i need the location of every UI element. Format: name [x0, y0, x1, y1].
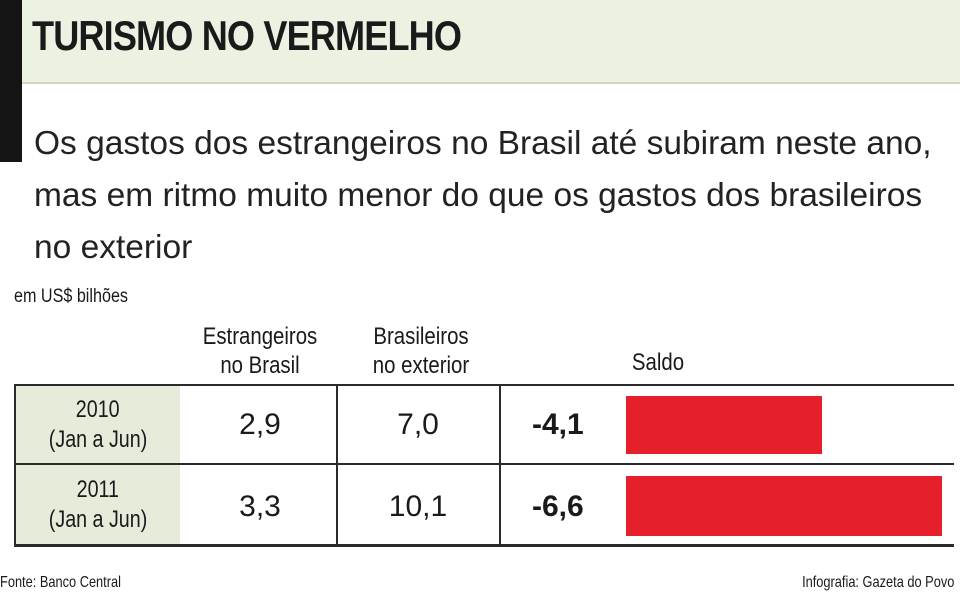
row-label-2011: 2011 (Jan a Jun) [16, 465, 180, 544]
column-header-line: Estrangeiros [202, 323, 318, 350]
page-title: TURISMO NO VERMELHO [32, 12, 462, 59]
row-year: 2011 [76, 475, 120, 503]
row-period: (Jan a Jun) [48, 505, 148, 533]
table-left-rule [14, 384, 16, 547]
table-bottom-rule [14, 544, 954, 547]
row-divider [14, 463, 954, 465]
saldo-value-2011: -6,6 [532, 490, 584, 523]
cell-brasileiros-2011: 10,1 [388, 490, 448, 523]
column-header-brasileiros: Brasileiros no exterior [357, 322, 485, 380]
cell-brasileiros-2010: 7,0 [397, 408, 439, 441]
header-band [0, 0, 960, 84]
column-header-estrangeiros: Estrangeiros no Brasil [196, 322, 324, 380]
cell-estrangeiros-2010: 2,9 [239, 408, 281, 441]
saldo-bar-2010 [626, 396, 823, 454]
credit-note: Infografia: Gazeta do Povo [801, 574, 954, 591]
cell-estrangeiros-2011: 3,3 [239, 490, 281, 523]
row-label-2010: 2010 (Jan a Jun) [16, 386, 180, 463]
row-year: 2010 [76, 395, 120, 423]
row-period: (Jan a Jun) [48, 425, 148, 453]
column-header-line: no exterior [372, 352, 470, 379]
saldo-bar-2011 [626, 476, 942, 536]
column-divider [499, 386, 501, 544]
table-top-rule [14, 384, 954, 386]
source-note: Fonte: Banco Central [0, 574, 121, 591]
column-header-line: no Brasil [220, 352, 300, 379]
saldo-value-2010: -4,1 [532, 408, 584, 441]
column-header-line: Brasileiros [373, 323, 469, 350]
subtitle: Os gastos dos estrangeiros no Brasil até… [34, 125, 932, 266]
data-table: 2010 (Jan a Jun) 2,9 7,0 -4,1 2011 (Jan … [14, 384, 954, 548]
accent-bar [0, 0, 22, 162]
unit-label: em US$ bilhões [14, 286, 129, 307]
column-header-saldo: Saldo [631, 349, 685, 376]
column-divider [336, 386, 338, 544]
